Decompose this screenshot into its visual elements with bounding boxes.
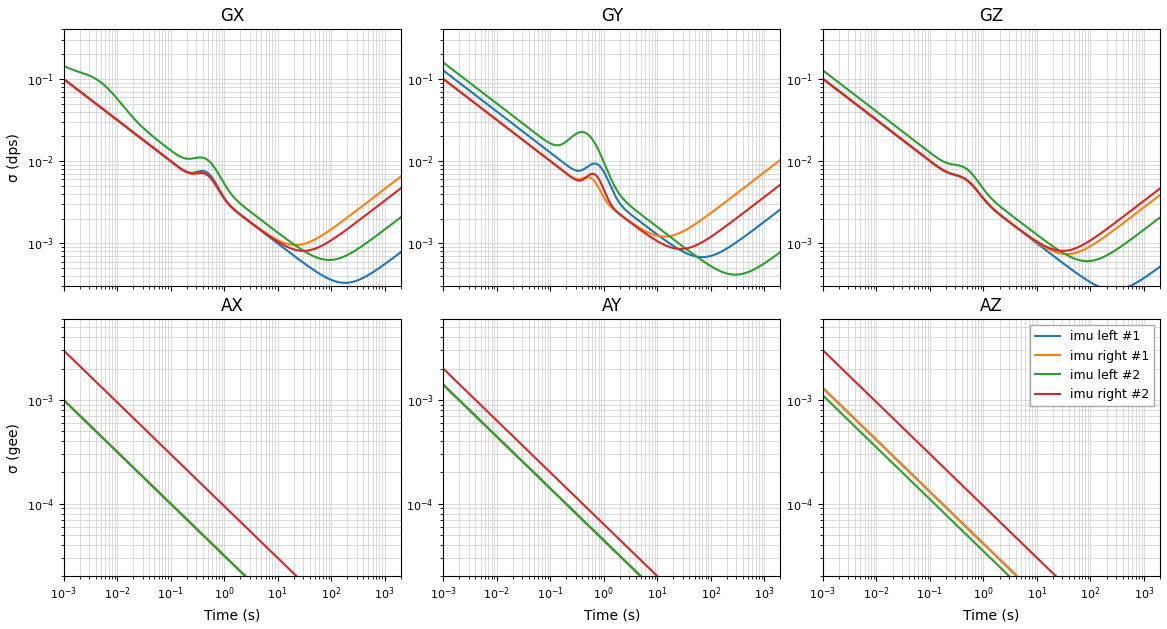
Title: AX: AX xyxy=(221,297,244,314)
X-axis label: Time (s): Time (s) xyxy=(584,608,640,622)
Y-axis label: σ (dps): σ (dps) xyxy=(7,133,21,182)
Y-axis label: σ (gee): σ (gee) xyxy=(7,423,21,472)
X-axis label: Time (s): Time (s) xyxy=(963,608,1020,622)
Title: AZ: AZ xyxy=(980,297,1002,314)
Title: GZ: GZ xyxy=(979,7,1004,25)
X-axis label: Time (s): Time (s) xyxy=(204,608,260,622)
Title: GY: GY xyxy=(601,7,623,25)
Title: GX: GX xyxy=(219,7,244,25)
Title: AY: AY xyxy=(602,297,622,314)
Legend: imu left #1, imu right #1, imu left #2, imu right #2: imu left #1, imu right #1, imu left #2, … xyxy=(1029,325,1154,406)
